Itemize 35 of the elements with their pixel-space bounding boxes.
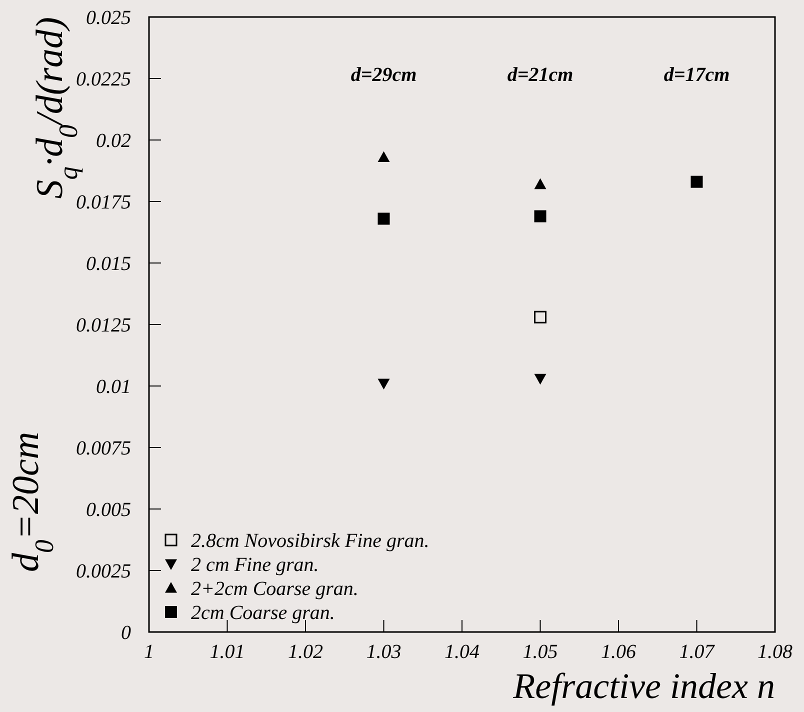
x-tick-label: 1.01 (210, 641, 245, 663)
point (690, 176, 703, 188)
annotation: d=21cm (507, 64, 574, 86)
y-tick-label: 0.0125 (76, 314, 131, 336)
x-tick-label: 1 (144, 641, 154, 663)
legend-label: 2.8cm Novosibirsk Fine gran. (191, 530, 430, 552)
point (534, 310, 546, 324)
y-tick-label: 0.0225 (76, 68, 131, 90)
annotation: d=29cm (350, 64, 417, 86)
y-tick-label: 0.0075 (76, 438, 131, 460)
point (378, 212, 390, 225)
point (534, 210, 546, 222)
point (534, 178, 546, 190)
y-tick-label: 0.025 (86, 7, 131, 29)
x-tick-label: 1.04 (444, 641, 480, 663)
x-tick-label: 1.03 (366, 641, 402, 663)
legend-label: 2 cm Fine gran. (191, 554, 319, 576)
legend-label: 2cm Coarse gran. (191, 602, 335, 624)
x-axis-title: Refractive index n (512, 666, 775, 706)
y-tick-label: 0.0025 (76, 560, 131, 582)
legend-label: 2+2cm Coarse gran. (191, 578, 358, 600)
y-tick-label: 0.01 (96, 376, 131, 398)
x-tick-label: 1.08 (758, 641, 792, 663)
point (378, 378, 390, 390)
x-tick-label: 1.06 (601, 641, 636, 663)
y-tick-label: 0 (121, 622, 131, 644)
y-tick-label: 0.015 (86, 253, 131, 275)
point (378, 151, 390, 162)
x-tick-label: 1.05 (522, 641, 558, 663)
y-tick-label: 0.005 (86, 499, 131, 521)
y-tick-label: 0.02 (96, 130, 131, 152)
x-tick-label: 1.02 (288, 641, 323, 663)
annotation: d=17cm (664, 64, 730, 86)
x-tick-label: 1.07 (679, 641, 716, 663)
point (534, 374, 546, 385)
